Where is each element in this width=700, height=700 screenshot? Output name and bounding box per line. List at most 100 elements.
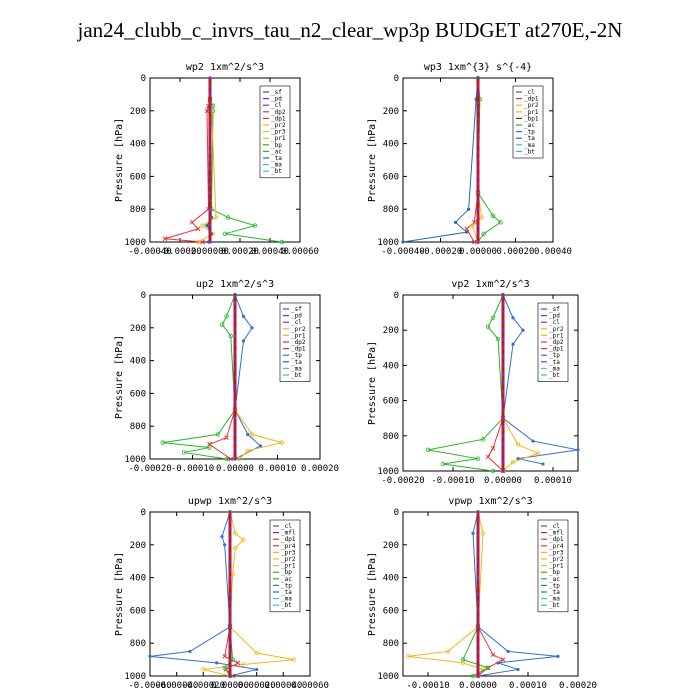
y-tick-label: 0 [394, 508, 399, 518]
x-tick-label: -0.00020 [419, 247, 462, 257]
series-tp-point [516, 667, 520, 672]
zero-budget-point [228, 633, 232, 637]
legend-entry: _pd [271, 96, 282, 103]
series-bp-line [209, 99, 283, 243]
x-tick-label: -0.00040 [155, 681, 198, 691]
series-ac-line [162, 294, 236, 460]
y-tick-label: 400 [130, 140, 146, 150]
zero-budget-point [501, 434, 505, 438]
legend-entry: _ac [524, 122, 535, 129]
y-tick-label: 600 [130, 389, 146, 399]
series-dp1-line [164, 99, 211, 243]
zero-budget-point [501, 372, 505, 376]
series-tp-point [220, 534, 224, 539]
zero-budget-point [501, 469, 505, 473]
series-tp-point [516, 457, 520, 461]
legend-entry: _ta [281, 589, 292, 596]
legend-entry: _pr3 [549, 549, 564, 556]
zero-budget-point [476, 232, 480, 236]
x-tick-label: 0.00020 [301, 464, 339, 474]
legend-entry: _dp2 [291, 339, 306, 346]
zero-budget-point [233, 293, 237, 297]
zero-budget-point [476, 608, 480, 613]
y-tick-label: 800 [383, 639, 399, 649]
series-dp1-line [487, 418, 504, 472]
series-dp1-point [189, 219, 195, 225]
zero-budget-point [208, 207, 212, 211]
zero-budget-point [476, 109, 480, 113]
zero-budget-point [228, 608, 232, 613]
y-tick-label: 600 [383, 172, 399, 182]
y-tick-label: 200 [130, 324, 146, 334]
legend-entry: _tp [549, 352, 560, 359]
legend-entry: _pr3 [281, 549, 296, 556]
zero-budget-point [228, 567, 232, 572]
zero-budget-point [476, 592, 480, 596]
zero-budget-point [476, 543, 480, 547]
zero-budget-point [233, 309, 237, 313]
zero-budget-point [228, 576, 232, 580]
series-ac-point [425, 447, 431, 453]
zero-budget-point [228, 600, 232, 604]
panel-title: upwp 1xm^2/s^3 [188, 496, 272, 507]
zero-budget-point [501, 328, 505, 332]
zero-budget-point [476, 183, 480, 187]
x-tick-label: 0.00060 [281, 247, 319, 257]
zero-budget-point [208, 224, 212, 228]
zero-budget-point [228, 617, 232, 621]
zero-budget-point [476, 641, 480, 645]
zero-budget-point [476, 174, 480, 178]
series-dp1-point [204, 108, 210, 114]
zero-budget-point [476, 240, 480, 244]
series-dp1-point [195, 226, 201, 232]
legend-entry: _bt [549, 602, 560, 609]
zero-budget-point [476, 199, 480, 203]
series-ac-point [485, 665, 491, 670]
series-tp-line [234, 294, 262, 460]
zero-budget-point [501, 346, 505, 350]
zero-budget-point [233, 408, 237, 412]
series-ac-point [222, 665, 227, 670]
legend-entry: _dp1 [281, 536, 296, 543]
series-pr2-point [479, 215, 484, 220]
legend-entry: _ta [271, 155, 282, 162]
x-tick-label: 0.00040 [264, 681, 302, 691]
legend-entry: _bt [549, 372, 560, 379]
zero-budget-point [476, 224, 480, 228]
zero-budget-point [476, 567, 480, 572]
zero-budget-point [208, 183, 212, 187]
y-tick-label: 200 [130, 541, 146, 551]
legend-entry: _pr2 [291, 326, 306, 333]
series-ac-point [224, 314, 229, 319]
y-tick-label: 200 [383, 326, 399, 336]
zero-budget-point [208, 92, 212, 96]
zero-budget-point [501, 407, 505, 411]
zero-budget-point [208, 142, 212, 146]
legend-entry: _mfl [281, 530, 296, 537]
x-tick-label: 0.00000 [484, 476, 522, 486]
legend-entry: _pr2 [549, 556, 564, 563]
x-tick-label: 0.00060 [291, 681, 329, 691]
legend-entry: _dp2 [549, 339, 564, 346]
legend-entry: _tp [291, 352, 302, 359]
legend-entry: _cl [549, 523, 560, 530]
x-tick-label: 0.00020 [497, 247, 535, 257]
zero-budget-point [233, 359, 237, 363]
legend-entry: _ac [271, 148, 282, 155]
zero-budget-point [476, 84, 480, 88]
series-pr1-point [201, 667, 206, 672]
zero-budget-point [228, 592, 232, 596]
legend-entry: _sf [291, 306, 302, 313]
x-tick-label: 0.00020 [221, 247, 259, 257]
zero-budget-point [501, 319, 505, 323]
legend-entry: _tp [549, 582, 560, 589]
x-tick-label: -0.00010 [171, 464, 214, 474]
legend: _sf_pd_cl_pr2_pr1_dp2_dp1_tp_ta_ma_bt [279, 302, 311, 382]
series-pr1-point [515, 442, 521, 447]
zero-budget-point [476, 191, 480, 195]
series-tp-point [188, 649, 192, 654]
series-tp-point [241, 339, 246, 343]
legend-entry: _pr1 [291, 332, 306, 339]
y-tick-label: 800 [383, 432, 399, 442]
y-tick-label: 1000 [124, 238, 146, 248]
